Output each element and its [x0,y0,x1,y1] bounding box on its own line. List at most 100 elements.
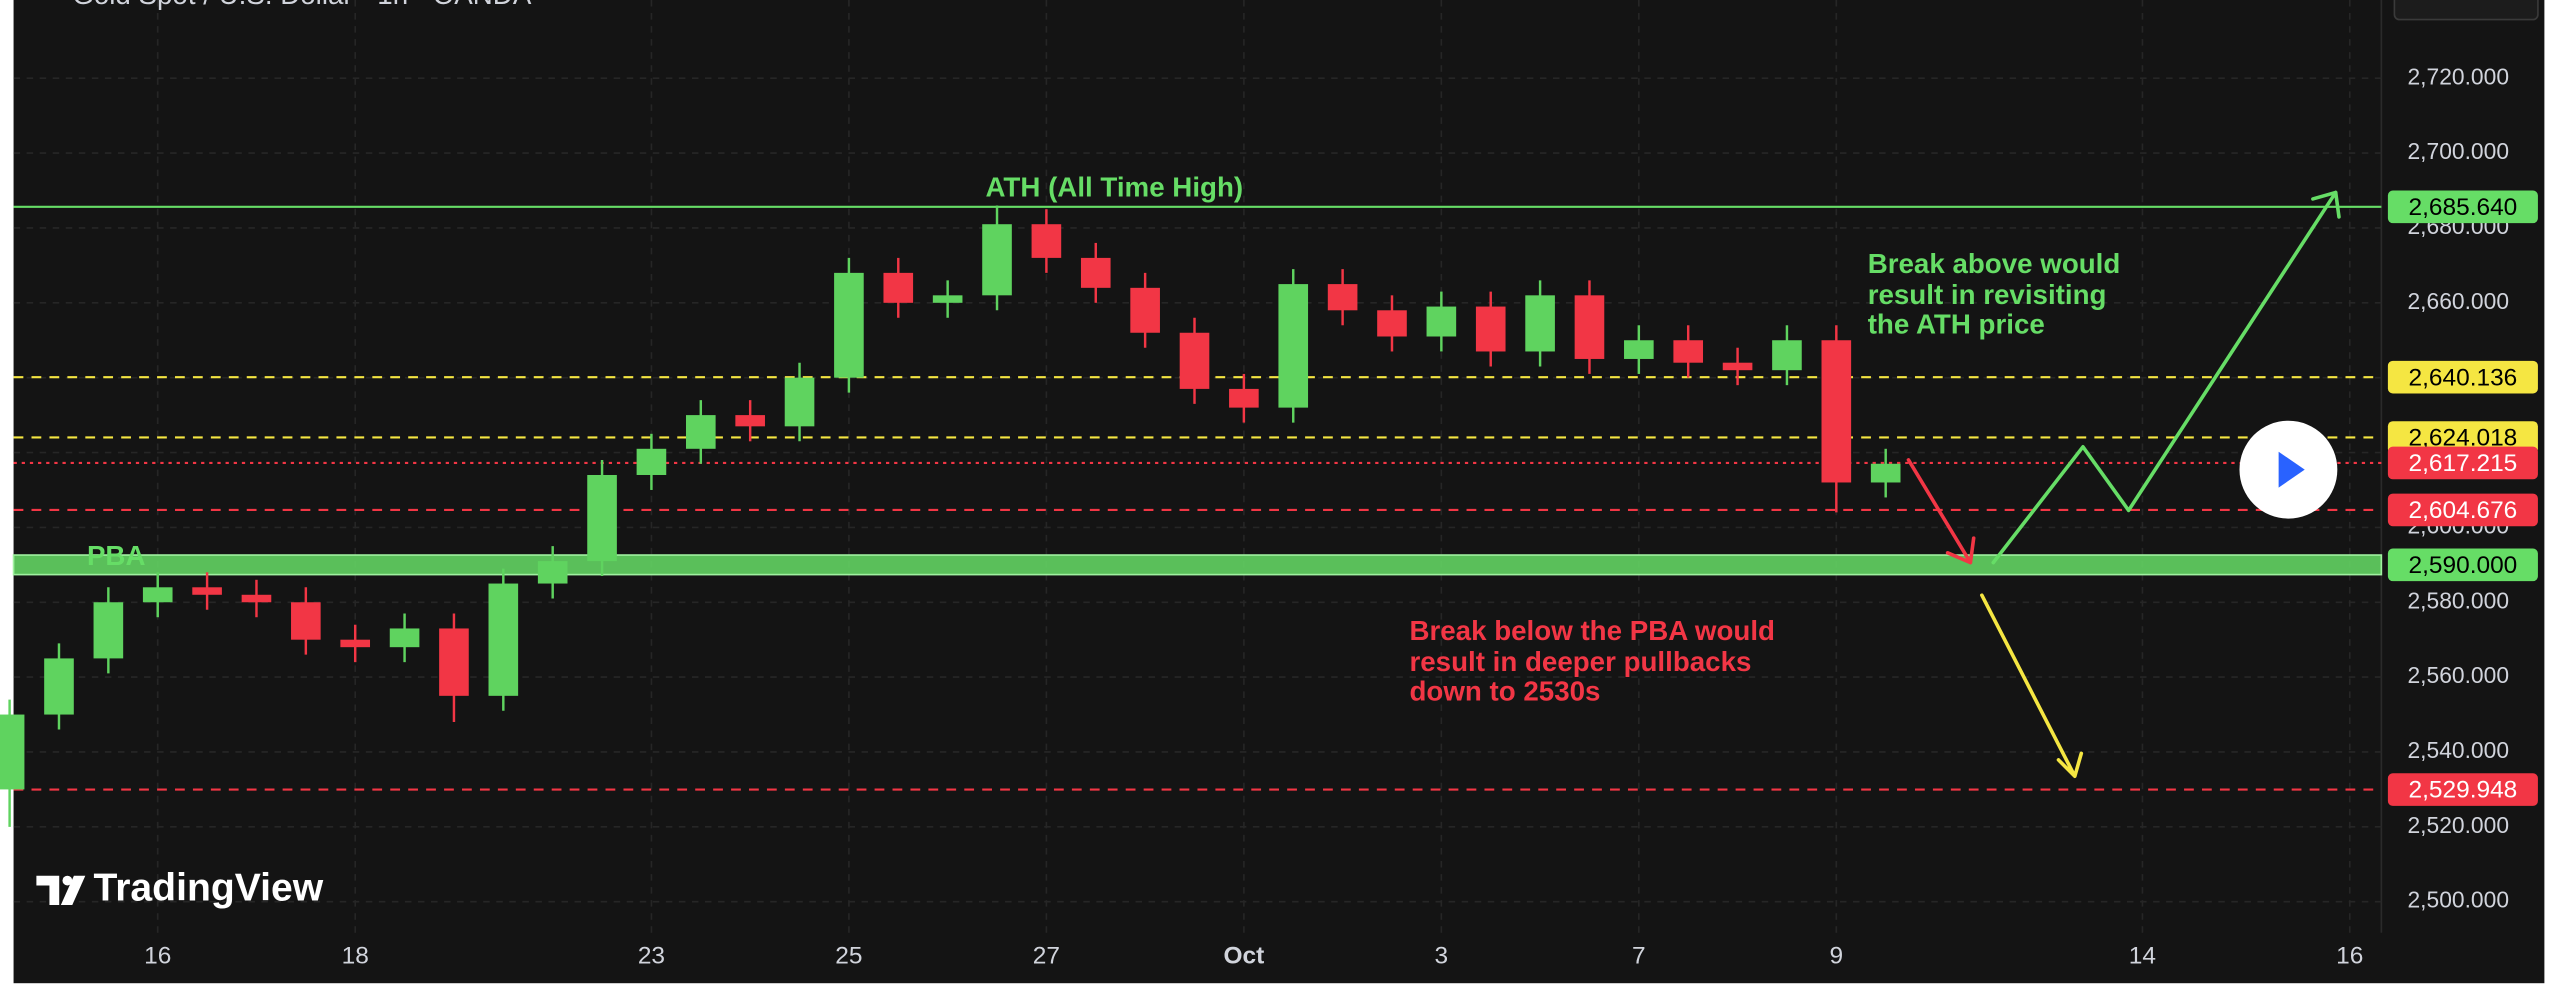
candle-body [537,561,568,584]
candle-body [1870,463,1901,483]
break-below-note: down to 2530s [1409,675,1600,706]
green-arrow [1991,190,2341,565]
candle-body [142,587,173,603]
brand-logo [36,875,86,906]
candle-body [1031,224,1062,258]
y-tick-label: 2,580.000 [2407,587,2509,613]
candle-body [389,628,420,648]
price-label-box [2387,493,2538,527]
candle-body [685,415,716,449]
x-tick-label: 18 [342,943,369,970]
candle-body [1130,287,1160,333]
red-arrow [1906,458,1976,565]
x-tick-label: 25 [835,943,862,970]
support-band [12,554,2383,576]
break-below-note: Break below the PBA would [1409,615,1775,646]
price-label: 2,640.136 [2409,364,2518,391]
price-label: 2,604.676 [2409,497,2518,524]
x-tick-label: Oct [1223,943,1264,970]
chart-title: Gold Spot / U.S. Dollar · 1h · OANDA [72,0,532,10]
yellow-arrow [1980,593,2084,779]
x-tick-label: 16 [144,943,171,970]
brand: TradingView [93,867,323,910]
logo-shape [60,875,86,906]
candle-body [982,224,1012,296]
candle-body [1673,340,1704,363]
candle-body [1525,295,1555,352]
candle-body [1821,340,1852,483]
y-tick-label: 2,720.000 [2407,63,2509,89]
candle-body [784,377,815,427]
logo-dot [62,875,73,886]
candle-body [1426,306,1457,337]
candle-body [1327,284,1358,311]
price-label-box [2387,773,2538,806]
candle-body [1080,257,1111,288]
break-above-note: the ATH price [1868,308,2045,339]
candle-body [1377,310,1407,337]
candle-body [883,272,914,303]
edge [0,983,2558,998]
break-below-note: result in deeper pullbacks [1409,646,1751,677]
pba-label: PBA [87,540,146,571]
candle-body [932,295,963,303]
price-label: 2,590.000 [2409,552,2518,579]
candle-body [93,602,124,659]
arrows [1906,190,2341,779]
y-tick-label: 2,540.000 [2407,737,2509,763]
x-tick-label: 14 [2129,943,2156,970]
candle-body [340,639,371,648]
levels [12,205,2383,791]
candle-body [1229,388,1259,408]
candle-body [1624,340,1654,359]
x-tick-label: 7 [1632,943,1646,970]
price-label-box [2387,190,2538,224]
candle-body [1475,306,1506,352]
play-button[interactable] [2239,420,2338,519]
x-tick-label: 3 [1435,943,1449,970]
candle-body [439,628,469,696]
candle-body [1772,340,1802,371]
y-tick-label: 2,500.000 [2407,887,2509,913]
candle-body [291,602,321,640]
currency-box[interactable] [2393,0,2539,21]
play-icon [2278,451,2305,488]
candle-body [1278,284,1309,408]
price-label-box [2387,446,2538,480]
candle-body [735,415,765,427]
x-tick-label: 16 [2336,943,2363,970]
price-label: 2,529.948 [2409,777,2518,804]
price-label-box [2387,548,2538,582]
candle-body [1179,332,1210,389]
candle-body [636,448,667,475]
candle-body [241,594,272,603]
candle-body [488,583,519,696]
candle-body [1722,362,1753,371]
background [13,0,2545,984]
candle-body [587,474,617,562]
candle-body [0,714,25,790]
edge [2544,0,2558,998]
candle-body [44,658,74,715]
price-label: 2,685.640 [2409,194,2518,221]
ath-label: ATH (All Time High) [985,171,1243,202]
y-tick-label: 2,560.000 [2407,662,2509,688]
y-tick-label: 2,660.000 [2407,288,2509,314]
price-label-box [2387,360,2538,394]
y-tick-label: 2,700.000 [2407,138,2509,164]
y-tick-label: 2,520.000 [2407,812,2509,838]
x-tick-label: 23 [638,943,665,970]
price-label: 2,617.215 [2409,450,2518,477]
break-above-note: Break above would [1868,248,2121,279]
candle-body [834,272,864,378]
candles [0,205,1901,827]
candle-body [1574,295,1605,359]
candle-body [192,587,222,595]
logo-shape [36,875,60,906]
x-tick-label: 27 [1033,943,1060,970]
price-label-box [2387,421,2538,454]
break-above-note: result in revisiting [1868,279,2107,310]
x-tick-label: 9 [1830,943,1844,970]
